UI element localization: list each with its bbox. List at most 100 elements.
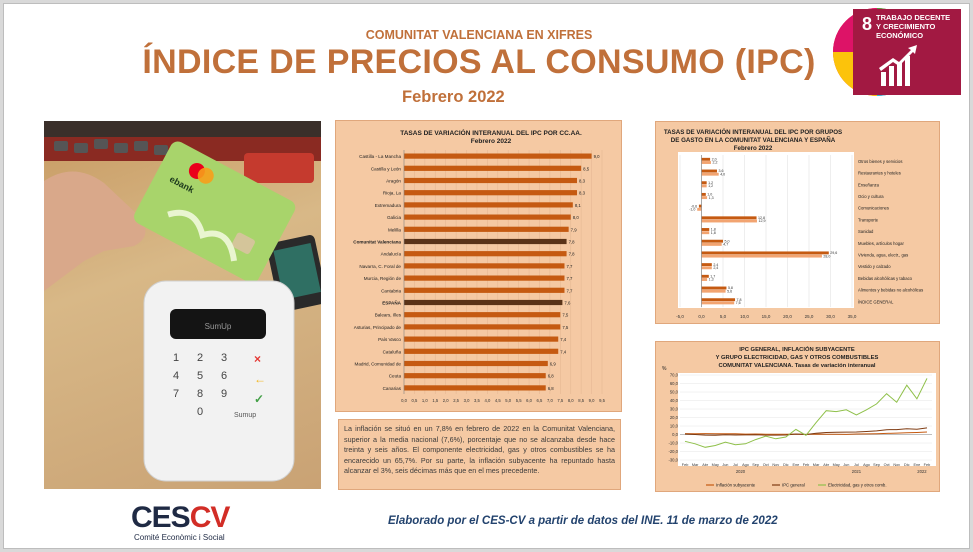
legend-label: Inflación subyacente — [716, 483, 756, 488]
x-tick-label: Ago — [742, 463, 749, 467]
category-label: Murcia, Región de — [364, 276, 402, 281]
value-label: 7,8 — [569, 252, 576, 257]
category-label: Andalucía — [381, 252, 402, 257]
x-tick-label: Feb — [803, 463, 810, 467]
category-label: Aragón — [386, 179, 401, 184]
x-tick-label: Sep — [752, 463, 759, 467]
x-tick-label: Mar — [692, 463, 699, 467]
logo-text: CESCV — [131, 501, 230, 534]
x-tick-label: Oct — [763, 463, 770, 467]
bar — [701, 216, 757, 220]
value-label: 1,3 — [709, 278, 714, 282]
value-label: 5,8 — [728, 286, 733, 290]
cescv-logo: CESCV Comité Econòmic i Social — [131, 501, 231, 542]
value-label: 2,0 — [712, 157, 717, 161]
value-label: 2,2 — [712, 161, 717, 165]
svg-text:✓: ✓ — [254, 392, 264, 406]
value-label: 6,8 — [548, 386, 555, 391]
value-label: 7,4 — [560, 337, 567, 342]
value-label: 5,6 — [727, 289, 732, 293]
value-label: 1,8 — [711, 231, 716, 235]
svg-text:7: 7 — [173, 388, 179, 400]
bar — [701, 172, 719, 176]
bar — [404, 226, 569, 232]
x-tick-label: 5,0 — [505, 398, 511, 403]
bar — [404, 202, 573, 208]
category-label: Otros bienes y servicios — [858, 159, 902, 164]
series-line — [684, 378, 928, 448]
x-tick-label: 4,0 — [484, 398, 490, 403]
y-tick-label: 20,0 — [670, 415, 679, 420]
bar — [404, 153, 592, 159]
bar — [404, 263, 565, 269]
category-label: Vivienda, agua, electr., gas — [858, 252, 908, 257]
bar — [404, 324, 561, 330]
x-tick-label: Jul — [854, 463, 859, 467]
y-tick-label: 10,0 — [670, 424, 679, 429]
chart-title: TASAS DE VARIACIÓN INTERANUAL DEL IPC PO… — [400, 128, 582, 137]
category-label: Muebles, artículos hogar — [858, 241, 904, 246]
value-label: 5,0 — [725, 239, 730, 243]
x-tick-label: Ene — [793, 463, 800, 467]
bar — [701, 266, 712, 270]
value-label: 4,0 — [720, 172, 725, 176]
value-label: 1,0 — [707, 193, 712, 197]
svg-text:9: 9 — [221, 388, 227, 400]
value-label: 7,6 — [564, 301, 571, 306]
x-tick-label: 10,0 — [740, 314, 749, 319]
header-subtitle: COMUNITAT VALENCIANA EN XIFRES — [365, 28, 593, 42]
y-tick-label: 0,0 — [672, 432, 678, 437]
chart-title-line1: IPC GENERAL, INFLACIÓN SUBYACENTE — [739, 345, 855, 353]
x-tick-label: Jun — [843, 463, 849, 467]
x-tick-label: Dic — [783, 463, 789, 467]
category-label: Bebidas alcohólicas y tabaco — [858, 276, 913, 281]
bar — [701, 219, 757, 223]
chart-title-line2: DE GASTO EN LA COMUNITAT VALENCIANA Y ES… — [671, 137, 836, 144]
category-label: Comunicaciones — [858, 206, 889, 211]
slide: COMUNITAT VALENCIANA EN XIFRES ÍNDICE DE… — [3, 3, 970, 549]
year-label: 2020 — [736, 469, 746, 474]
value-label: 1,3 — [709, 196, 714, 200]
svg-text:4: 4 — [173, 370, 179, 382]
value-label: 8,5 — [583, 166, 590, 171]
value-label: 2,4 — [713, 263, 718, 267]
legend-label: Electricidad, gas y otros comb. — [828, 483, 887, 488]
y-tick-label: -20,0 — [668, 449, 678, 454]
category-label: Asturias, Principado de — [354, 325, 402, 330]
chart-title-line3: COMUNITAT VALENCIANA. Tasas de variación… — [718, 363, 875, 369]
y-tick-label: -10,0 — [668, 441, 678, 446]
value-label: 7,9 — [571, 227, 578, 232]
summary-text: La inflación se situó en un 7,8% en febr… — [338, 419, 621, 490]
bar — [701, 231, 710, 235]
x-tick-label: Feb — [924, 463, 931, 467]
y-tick-label: 60,0 — [670, 381, 679, 386]
x-tick-label: May — [833, 463, 840, 467]
sdg-line1: TRABAJO DECENTE — [876, 13, 950, 22]
bar — [698, 204, 702, 208]
category-label: Castilla y León — [371, 166, 402, 171]
category-label: Enseñanza — [858, 182, 880, 187]
bar — [701, 289, 726, 293]
x-tick-label: 2,0 — [443, 398, 449, 403]
bar — [404, 165, 582, 171]
value-label: 7,8 — [737, 298, 742, 302]
value-label: 1,8 — [711, 228, 716, 232]
bar — [701, 192, 706, 196]
category-label: Cataluña — [383, 349, 402, 354]
x-tick-label: 9,5 — [599, 398, 605, 403]
chart-groups: TASAS DE VARIACIÓN INTERANUAL DEL IPC PO… — [664, 128, 923, 319]
header-date: Febrero 2022 — [402, 88, 505, 106]
y-tick-label: 70,0 — [670, 373, 679, 378]
bar — [701, 286, 727, 290]
x-tick-label: Oct — [884, 463, 891, 467]
y-axis-label: % — [662, 366, 667, 372]
bar — [701, 251, 829, 255]
x-tick-label: Jul — [733, 463, 738, 467]
category-label: Ocio y cultura — [858, 194, 884, 199]
chart-line: IPC GENERAL, INFLACIÓN SUBYACENTE Y GRUPO… — [662, 345, 936, 488]
value-label: -0,6 — [691, 204, 697, 208]
sdg-number: 8 — [862, 14, 872, 34]
x-tick-label: 7,0 — [547, 398, 553, 403]
x-tick-label: Abr — [702, 463, 709, 467]
